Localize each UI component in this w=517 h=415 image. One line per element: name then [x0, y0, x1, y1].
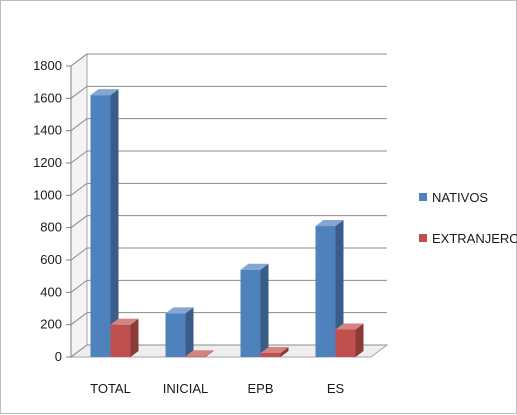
legend-swatch — [419, 234, 427, 242]
bar-extranjeros-es — [335, 323, 364, 357]
gridline — [70, 150, 387, 164]
legend-swatch — [419, 193, 427, 201]
bar-extranjeros-inicial — [185, 350, 214, 358]
bar-extranjeros-epb — [260, 346, 289, 357]
x-tick-label: INICIAL — [163, 381, 209, 396]
gridline — [70, 312, 387, 326]
y-tick-label: 0 — [55, 349, 62, 364]
y-tick-label: 1200 — [33, 155, 62, 170]
gridline — [70, 118, 387, 132]
gridline — [70, 279, 387, 293]
y-tick-label: 400 — [40, 284, 62, 299]
x-tick-label: TOTAL — [90, 381, 131, 396]
bar-nativos-epb — [240, 263, 269, 357]
gridline — [70, 247, 387, 261]
y-tick-label: 600 — [40, 252, 62, 267]
gridline — [70, 215, 387, 229]
y-tick-label: 1600 — [33, 90, 62, 105]
bar-nativos-total — [90, 89, 119, 357]
gridline — [70, 344, 387, 358]
legend-label: NATIVOS — [432, 190, 488, 205]
gridline — [70, 53, 387, 67]
gridline — [70, 182, 387, 196]
gridline — [70, 85, 387, 99]
bar-nativos-inicial — [165, 307, 194, 357]
x-tick-label: EPB — [247, 381, 273, 396]
y-tick-label: 800 — [40, 220, 62, 235]
chart-side-wall — [70, 53, 88, 358]
y-tick-label: 1000 — [33, 187, 62, 202]
y-tick-label: 1400 — [33, 123, 62, 138]
bar-extranjeros-total — [110, 318, 139, 357]
bar-nativos-es — [315, 220, 344, 357]
y-tick-label: 1800 — [33, 58, 62, 73]
y-tick-label: 200 — [40, 317, 62, 332]
x-tick-label: ES — [327, 381, 345, 396]
legend-label: EXTRANJEROS — [432, 231, 517, 246]
